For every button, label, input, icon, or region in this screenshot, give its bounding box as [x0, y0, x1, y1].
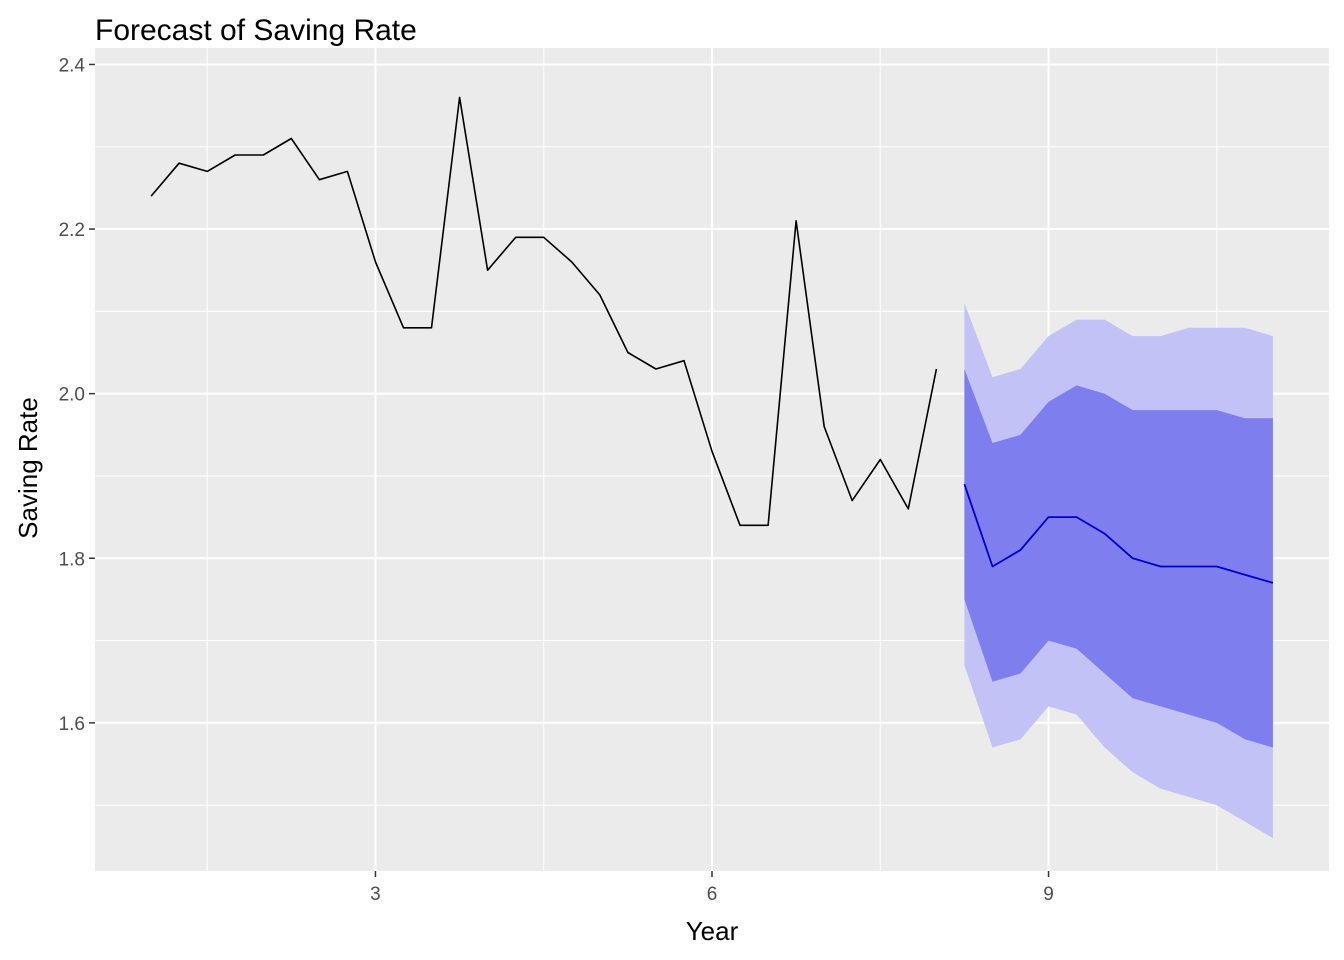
y-axis-ticks: 1.6 1.8 2.0 2.2 2.4 — [59, 55, 95, 735]
forecast-line — [963, 483, 1274, 584]
x-tick-label: 6 — [707, 884, 718, 905]
y-tick-label: 2.0 — [59, 385, 85, 406]
history-line — [150, 96, 938, 527]
forecast-bands — [964, 303, 1273, 839]
x-tick-label: 3 — [370, 884, 381, 905]
chart-title: Forecast of Saving Rate — [95, 14, 417, 47]
y-tick-label: 2.4 — [59, 55, 86, 76]
x-tick-label: 9 — [1043, 884, 1054, 905]
y-tick-label: 1.8 — [59, 549, 85, 570]
y-tick-label: 2.2 — [59, 220, 85, 241]
grid-major — [95, 48, 1329, 871]
x-axis-ticks: 3 6 9 — [370, 871, 1054, 905]
series-lines — [150, 96, 1274, 584]
x-axis-title: Year — [686, 916, 739, 946]
y-axis-title: Saving Rate — [13, 397, 43, 539]
y-tick-label: 1.6 — [59, 714, 85, 735]
band-80 — [964, 369, 1273, 748]
